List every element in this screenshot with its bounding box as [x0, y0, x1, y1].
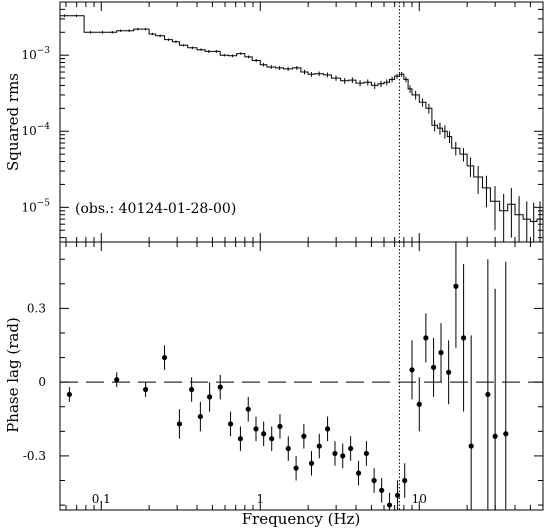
phase-lag-panel: 0.1 1 10 0.3 0 -0.3 Phase lag (rad) Frequency… — [4, 241, 544, 528]
bottom-y-axis-label: Phase lag (rad) — [4, 317, 22, 433]
phase-lag-point — [423, 335, 429, 341]
tick-exponent: −5 — [37, 198, 51, 208]
phase-lag-point — [253, 426, 259, 432]
power-spectrum-panel: 10−310−410−5 (obs.: 40124-01-28-00) Squa… — [4, 1, 544, 243]
phase-lag-point — [446, 369, 452, 375]
power-spectrum-series — [60, 14, 543, 242]
phase-lag-point — [355, 470, 362, 476]
phase-lag-point — [485, 391, 491, 398]
tick-exponent: −4 — [37, 122, 51, 132]
x-tick-label: 0.1 — [92, 492, 111, 506]
phase-lag-point — [176, 421, 183, 427]
phase-lag-point — [308, 460, 315, 466]
x-tick-label: 10 — [412, 492, 427, 506]
phase-lag-point — [386, 502, 393, 508]
top-y-tick-label: 10−3 — [21, 46, 50, 62]
phase-lag-point — [402, 477, 408, 484]
phase-lag-point — [261, 431, 267, 437]
spectrum-step-line — [60, 15, 543, 222]
phase-lag-point — [394, 492, 401, 498]
phase-lag-point — [143, 386, 149, 393]
bottom-y-tick-label: 0.3 — [27, 301, 46, 315]
phase-lag-point — [468, 443, 474, 449]
phase-lag-point — [332, 450, 338, 457]
phase-lag-point — [301, 433, 307, 439]
phase-lag-point — [227, 421, 234, 427]
phase-lag-point — [503, 431, 509, 437]
top-y-axis-label: Squared rms — [4, 73, 22, 171]
top-y-tick-label: 10−4 — [21, 122, 50, 138]
phase-lag-point — [245, 406, 251, 412]
phase-lag-point — [197, 413, 203, 420]
phase-lag-point — [189, 386, 195, 393]
phase-lag-series — [66, 242, 509, 510]
top-panel-annotation: (obs.: 40124-01-28-00) — [75, 201, 236, 217]
phase-lag-point — [293, 465, 299, 471]
tick-base: 10 — [21, 124, 36, 138]
phase-lag-point — [324, 426, 331, 432]
phase-lag-point — [340, 453, 346, 459]
bottom-y-tick-label: 0 — [38, 375, 46, 389]
phase-lag-point — [492, 433, 498, 439]
phase-lag-point — [217, 384, 223, 390]
x-tick-label: 1 — [256, 492, 264, 506]
phase-lag-point — [363, 450, 370, 457]
phase-lag-point — [348, 445, 354, 452]
x-axis-label: Frequency (Hz) — [242, 510, 361, 528]
phase-lag-point — [161, 354, 168, 361]
tick-base: 10 — [21, 48, 36, 62]
phase-lag-point — [237, 436, 244, 442]
phase-lag-point — [371, 477, 377, 484]
phase-lag-point — [438, 350, 444, 356]
top-y-tick-label: 10−5 — [21, 198, 50, 214]
phase-lag-point — [285, 445, 291, 452]
bottom-y-tick-label: -0.3 — [23, 449, 46, 463]
phase-lag-point — [66, 391, 72, 398]
phase-lag-point — [453, 283, 459, 289]
phase-lag-point — [269, 436, 275, 442]
tick-exponent: −3 — [37, 46, 51, 56]
phase-lag-point — [416, 401, 422, 407]
top-axis-ticks: 10−310−410−5 — [21, 1, 544, 242]
phase-lag-point — [206, 394, 213, 400]
phase-lag-point — [277, 423, 283, 430]
tick-base: 10 — [21, 200, 36, 214]
phase-lag-point — [379, 487, 385, 493]
phase-lag-point — [316, 443, 322, 449]
phase-lag-point — [430, 364, 437, 370]
phase-lag-point — [460, 335, 467, 341]
bottom-plot-frame — [59, 241, 544, 511]
phase-lag-point — [409, 367, 415, 373]
phase-lag-point — [114, 377, 120, 383]
bottom-axis-ticks: 0.1 1 10 0.3 0 -0.3 — [23, 242, 544, 510]
